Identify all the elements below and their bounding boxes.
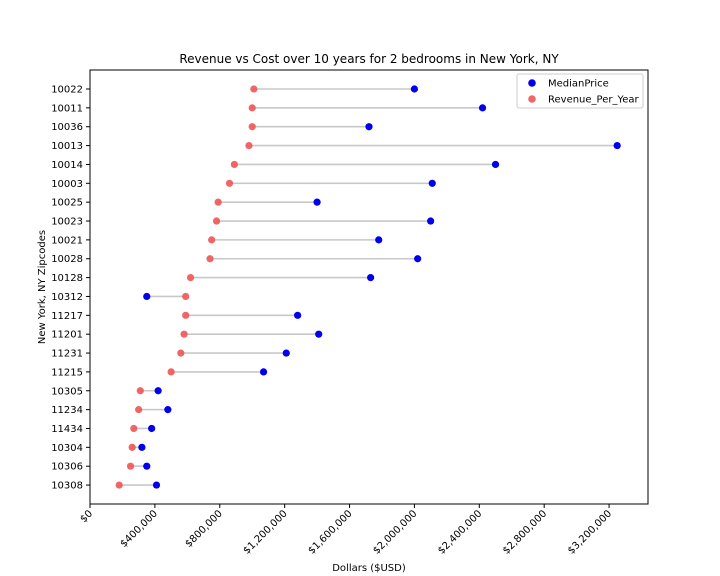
- revenue-point-10021: [208, 236, 216, 244]
- y-tick-label: 10028: [51, 254, 83, 265]
- x-tick-label: $0: [78, 508, 95, 525]
- revenue-point-10036: [248, 123, 256, 131]
- y-tick-label: 11434: [51, 424, 83, 435]
- revenue-point-11234: [135, 406, 143, 414]
- median-point-11231: [282, 349, 290, 357]
- y-tick-label: 10011: [51, 103, 83, 114]
- median-point-10308: [152, 481, 161, 489]
- y-tick-label: 10128: [51, 273, 83, 284]
- revenue-point-11215: [167, 368, 175, 376]
- revenue-point-10013: [245, 141, 253, 150]
- y-tick-label: 10312: [51, 292, 83, 303]
- y-tick-label: 11215: [51, 367, 83, 378]
- y-tick-label: 10023: [51, 217, 83, 228]
- revenue-point-10308: [115, 481, 123, 489]
- y-tick-label: 10304: [51, 443, 83, 454]
- y-tick-label: 11231: [51, 349, 83, 360]
- revenue-point-10306: [126, 462, 135, 470]
- revenue-point-10011: [248, 104, 256, 112]
- median-price-points: [138, 85, 621, 489]
- median-point-10306: [143, 462, 151, 470]
- median-point-10013: [613, 141, 621, 150]
- x-tick-label: $400,000: [118, 508, 160, 550]
- x-tick-label: $1,600,000: [306, 508, 354, 556]
- y-tick-label: 10305: [51, 386, 83, 397]
- x-tick-label: $3,200,000: [566, 508, 614, 556]
- revenue-point-10022: [250, 85, 258, 93]
- revenue-point-11201: [180, 330, 188, 338]
- y-tick-label: 11234: [51, 405, 83, 416]
- median-point-10021: [375, 236, 383, 244]
- y-axis-ticks: 10022 10011 10036 10013 10014 10003 10025 10023…: [51, 85, 90, 492]
- median-point-11434: [148, 424, 156, 433]
- x-tick-label: $800,000: [183, 508, 225, 550]
- median-point-10028: [414, 255, 422, 263]
- median-point-10128: [367, 274, 375, 282]
- y-tick-label: 10013: [51, 141, 83, 152]
- median-point-10014: [491, 160, 500, 169]
- revenue-point-10003: [225, 179, 234, 187]
- revenue-point-11434: [130, 424, 138, 433]
- revenue-point-10025: [214, 198, 222, 206]
- median-point-10011: [478, 104, 487, 112]
- revenue-point-11231: [177, 349, 185, 357]
- connector-lines: [119, 88, 618, 486]
- median-point-10036: [365, 123, 373, 131]
- median-point-10022: [410, 85, 419, 93]
- chart-title: Revenue vs Cost over 10 years for 2 bedr…: [179, 52, 559, 66]
- median-point-11215: [259, 368, 268, 376]
- legend-marker-revenue-per-year: [528, 95, 536, 103]
- median-point-11234: [164, 406, 172, 414]
- revenue-point-10304: [128, 443, 136, 451]
- revenue-point-10128: [186, 274, 195, 282]
- median-point-10023: [427, 217, 435, 225]
- y-tick-label: 10003: [51, 179, 83, 190]
- y-tick-label: 11201: [51, 330, 83, 341]
- y-tick-label: 10021: [51, 235, 83, 246]
- median-point-11217: [294, 311, 302, 319]
- x-tick-label: $2,800,000: [501, 508, 549, 556]
- y-tick-label: 10036: [51, 122, 83, 133]
- revenue-per-year-points: [115, 85, 258, 489]
- legend-label-median-price: MedianPrice: [548, 79, 609, 90]
- median-point-10003: [428, 179, 436, 187]
- legend-marker-median-price: [528, 79, 536, 87]
- revenue-point-10023: [212, 217, 221, 225]
- y-tick-label: 10306: [51, 462, 83, 473]
- revenue-point-11217: [182, 311, 190, 319]
- median-point-10025: [313, 198, 321, 206]
- median-point-10304: [138, 443, 146, 451]
- x-axis-ticks: $0 $400,000 $800,000 $1,200,000 $1,600,000 $2…: [78, 504, 614, 557]
- legend-label-revenue-per-year: Revenue_Per_Year: [548, 95, 640, 106]
- x-tick-label: $2,000,000: [371, 508, 419, 556]
- median-point-10305: [154, 387, 162, 395]
- y-tick-label: 10308: [51, 481, 83, 492]
- legend: MedianPrice Revenue_Per_Year: [516, 73, 644, 109]
- median-point-11201: [315, 330, 323, 338]
- revenue-point-10312: [182, 292, 190, 301]
- y-tick-label: 10025: [51, 198, 83, 209]
- x-tick-label: $1,200,000: [242, 508, 290, 556]
- y-tick-label: 11217: [51, 311, 83, 322]
- legend-box: [516, 73, 644, 109]
- plot-area-frame: [89, 69, 649, 505]
- y-axis-label: New York, NY Zipcodes: [37, 230, 48, 344]
- revenue-point-10305: [136, 387, 144, 395]
- median-point-10312: [143, 292, 151, 301]
- revenue-point-10028: [206, 255, 214, 263]
- y-tick-label: 10022: [51, 85, 83, 96]
- y-tick-label: 10014: [51, 160, 83, 171]
- x-axis-label: Dollars ($USD): [332, 563, 406, 574]
- x-tick-label: $2,400,000: [436, 508, 484, 556]
- revenue-point-10014: [230, 160, 238, 169]
